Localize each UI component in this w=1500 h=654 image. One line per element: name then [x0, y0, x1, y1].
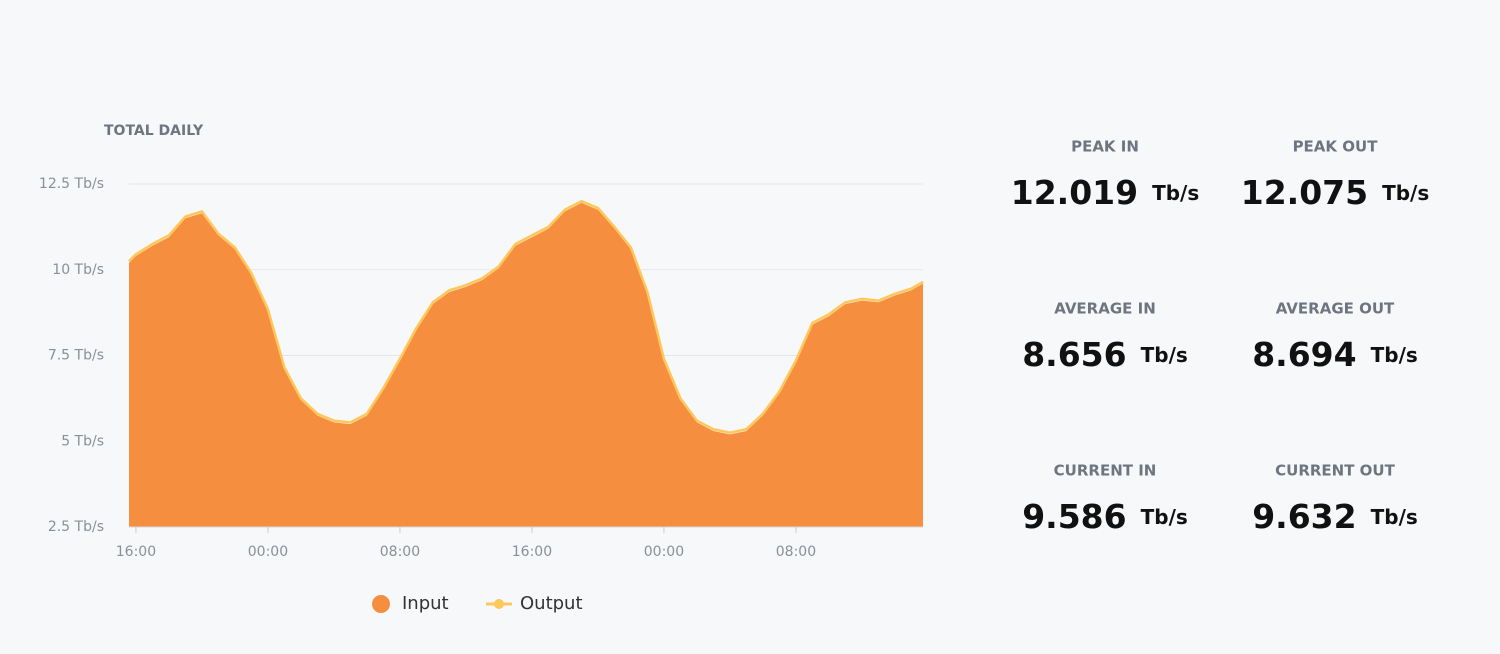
y-tick-label: 12.5 Tb/s	[39, 176, 104, 192]
stat-number: 8.656	[1022, 335, 1126, 374]
stat-unit: Tb/s	[1371, 505, 1418, 529]
stat-label: AVERAGE IN	[1054, 300, 1156, 318]
legend-marker	[372, 595, 390, 613]
stat-unit: Tb/s	[1141, 343, 1188, 367]
stat-number: 12.019	[1011, 173, 1138, 212]
stat-value: 8.656 Tb/s	[1022, 335, 1188, 374]
stat-unit: Tb/s	[1371, 343, 1418, 367]
x-tick-label: 00:00	[644, 544, 684, 560]
stat-number: 12.075	[1241, 173, 1368, 212]
stat-label: PEAK IN	[1071, 138, 1139, 156]
stat-value: 9.632 Tb/s	[1252, 497, 1418, 536]
y-tick-label: 2.5 Tb/s	[48, 519, 104, 535]
y-tick-label: 5 Tb/s	[61, 433, 104, 449]
stat-number: 9.586	[1022, 497, 1126, 536]
x-tick-label: 16:00	[512, 544, 552, 560]
legend-label: Input	[402, 593, 449, 614]
y-tick-label: 7.5 Tb/s	[48, 348, 104, 364]
line	[128, 199, 924, 434]
stat-label: CURRENT IN	[1054, 462, 1157, 480]
legend-label: Output	[520, 593, 583, 614]
x-tick-label: 16:00	[116, 544, 156, 560]
stat-number: 9.632	[1252, 497, 1356, 536]
stat-label: PEAK OUT	[1293, 138, 1379, 156]
y-tick-label: 10 Tb/s	[52, 262, 104, 278]
chart-title: TOTAL DAILY	[104, 123, 204, 139]
legend-marker	[494, 599, 504, 609]
stat-label: AVERAGE OUT	[1276, 300, 1395, 318]
stat-unit: Tb/s	[1141, 505, 1188, 529]
stat-value: 8.694 Tb/s	[1252, 335, 1418, 374]
stat-value: 12.075 Tb/s	[1241, 173, 1430, 212]
x-tick-label: 00:00	[248, 544, 288, 560]
stat-number: 8.694	[1252, 335, 1356, 374]
stat-unit: Tb/s	[1152, 181, 1199, 205]
stat-unit: Tb/s	[1382, 181, 1429, 205]
stat-label: CURRENT OUT	[1275, 462, 1395, 480]
area	[129, 202, 923, 527]
x-tick-label: 08:00	[380, 544, 420, 560]
stat-value: 9.586 Tb/s	[1022, 497, 1188, 536]
stat-value: 12.019 Tb/s	[1011, 173, 1200, 212]
x-tick-label: 08:00	[776, 544, 816, 560]
